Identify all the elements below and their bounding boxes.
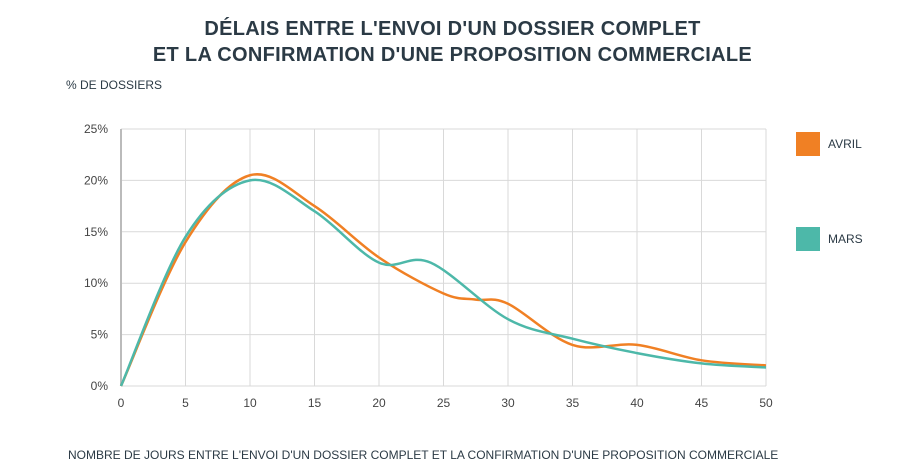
legend-item-avril: AVRIL — [796, 132, 862, 156]
x-tick-label: 10 — [243, 396, 257, 410]
legend-swatch-avril — [796, 132, 820, 156]
chart-title-line2: ET LA CONFIRMATION D'UNE PROPOSITION COM… — [152, 44, 753, 66]
x-tick-label: 15 — [308, 396, 322, 410]
x-tick-label: 30 — [501, 396, 515, 410]
legend-label: MARS — [828, 232, 863, 246]
y-tick-label: 0% — [91, 379, 109, 393]
y-axis-label: % DE DOSSIERS — [66, 78, 163, 92]
legend-swatch-mars — [796, 227, 820, 251]
x-tick-label: 25 — [437, 396, 451, 410]
legend-item-mars: MARS — [796, 227, 863, 251]
y-tick-label: 10% — [84, 276, 108, 290]
x-tick-label: 40 — [630, 396, 644, 410]
x-tick-label: 0 — [118, 396, 125, 410]
chart-title-line1: DÉLAIS ENTRE L'ENVOI D'UN DOSSIER COMPLE… — [204, 18, 701, 40]
y-tick-label: 20% — [84, 173, 108, 187]
x-tick-label: 20 — [372, 396, 386, 410]
y-tick-label: 5% — [91, 328, 109, 342]
series-line-mars — [119, 178, 767, 387]
x-tick-label: 50 — [759, 396, 773, 410]
y-tick-label: 15% — [84, 225, 108, 239]
x-tick-label: 35 — [566, 396, 580, 410]
x-tick-label: 5 — [182, 396, 189, 410]
legend-label: AVRIL — [828, 137, 862, 151]
x-axis-label: NOMBRE DE JOURS ENTRE L'ENVOI D'UN DOSSI… — [68, 448, 779, 462]
y-tick-label: 25% — [84, 122, 108, 136]
x-tick-label: 45 — [695, 396, 709, 410]
